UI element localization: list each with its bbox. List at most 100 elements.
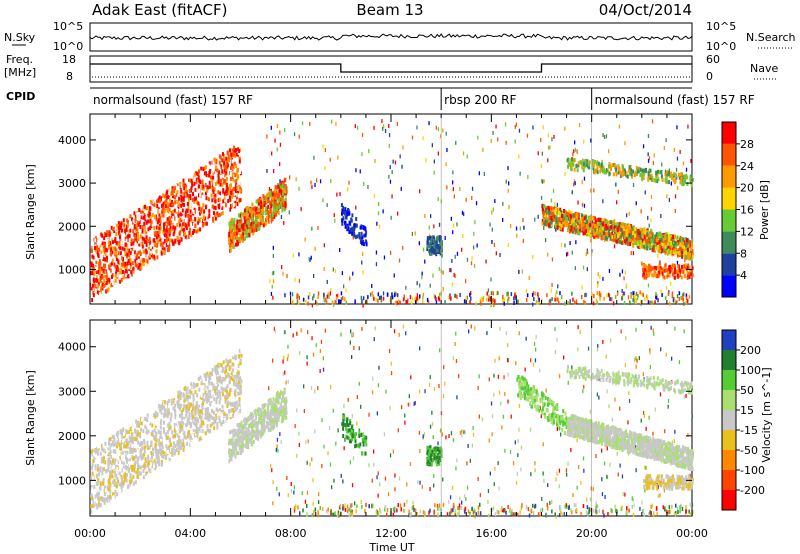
scatter-cell — [569, 241, 571, 246]
scatter-cell — [442, 128, 444, 133]
nave-tick-high: 60 — [706, 53, 720, 66]
scatter-cell — [277, 448, 279, 453]
scatter-cell — [648, 156, 651, 161]
scatter-cell — [563, 355, 565, 360]
scatter-cell — [161, 243, 164, 248]
scatter-cell — [632, 231, 634, 236]
scatter-cell — [230, 218, 233, 223]
scatter-cell — [168, 217, 171, 222]
scatter-cell — [665, 246, 668, 250]
scatter-cell — [462, 151, 465, 156]
scatter-cell — [190, 217, 193, 221]
scatter-cell — [689, 253, 691, 257]
scatter-cell — [621, 269, 624, 274]
scatter-cell — [648, 271, 651, 276]
scatter-cell — [260, 205, 262, 209]
scatter-cell — [688, 295, 691, 299]
scatter-cell — [650, 218, 652, 223]
scatter-cell — [168, 189, 171, 194]
scatter-cell — [437, 235, 440, 240]
scatter-cell — [510, 224, 512, 228]
scatter-cell — [622, 492, 624, 497]
scatter-cell — [342, 216, 345, 221]
scatter-cell — [458, 374, 460, 379]
scatter-cell — [144, 204, 146, 209]
scatter-cell — [455, 331, 457, 336]
scatter-cell — [548, 145, 550, 150]
scatter-cell — [518, 128, 521, 133]
scatter-cell — [654, 178, 657, 183]
scatter-cell — [299, 350, 301, 355]
scatter-cell — [149, 251, 152, 255]
scatter-cell — [236, 195, 239, 200]
scatter-cell — [563, 217, 566, 221]
scatter-cell — [648, 176, 651, 180]
scatter-cell — [674, 299, 676, 304]
scatter-cell — [575, 299, 578, 304]
scatter-cell — [94, 268, 97, 273]
scatter-cell — [590, 188, 592, 193]
scatter-cell — [122, 218, 125, 223]
scatter-cell — [530, 472, 532, 477]
scatter-cell — [678, 175, 681, 180]
scatter-cell — [198, 218, 201, 223]
scatter-cell — [280, 189, 283, 194]
scatter-cell — [671, 356, 673, 361]
scatter-cell — [323, 292, 325, 297]
scatter-cell — [574, 181, 576, 186]
scatter-cell — [658, 240, 661, 245]
scatter-cell — [414, 231, 416, 236]
scatter-cell — [282, 199, 285, 204]
scatter-cell — [571, 190, 573, 195]
scatter-cell — [572, 215, 575, 220]
scatter-cell — [145, 220, 148, 225]
scatter-cell — [261, 221, 264, 226]
scatter-cell — [657, 274, 660, 279]
scatter-cell — [324, 328, 326, 333]
scatter-cell — [602, 169, 604, 174]
scatter-cell — [308, 291, 311, 296]
scatter-cell — [384, 476, 387, 481]
scatter-cell — [321, 418, 323, 423]
scatter-cell — [602, 218, 605, 222]
scatter-cell — [615, 167, 618, 172]
scatter-cell — [425, 158, 427, 163]
scatter-cell — [584, 301, 587, 305]
scatter-cell — [211, 204, 214, 209]
scatter-cell — [108, 264, 111, 269]
scatter-cell — [540, 414, 542, 419]
scatter-cell — [219, 191, 221, 196]
scatter-cell — [547, 252, 549, 257]
scatter-cell — [597, 272, 599, 277]
scatter-cell — [185, 185, 188, 190]
scatter-cell — [205, 191, 207, 196]
scatter-cell — [333, 478, 335, 483]
scatter-cell — [233, 223, 236, 228]
scatter-cell — [162, 213, 165, 218]
power-cells — [90, 114, 694, 308]
scatter-cell — [329, 462, 332, 467]
scatter-cell — [578, 465, 580, 470]
scatter-cell — [197, 201, 200, 206]
scatter-cell — [271, 151, 273, 156]
scatter-cell — [554, 223, 557, 228]
scatter-cell — [633, 295, 635, 300]
scatter-cell — [268, 187, 271, 191]
scatter-cell — [621, 164, 624, 169]
scatter-cell — [124, 273, 127, 278]
scatter-cell — [681, 182, 684, 186]
scatter-cell — [132, 250, 135, 255]
scatter-cell — [317, 386, 319, 391]
scatter-cell — [92, 293, 95, 298]
scatter-cell — [449, 268, 451, 272]
scatter-cell — [608, 268, 611, 273]
scatter-cell — [552, 206, 555, 211]
scatter-cell — [371, 478, 373, 483]
scatter-cell — [429, 424, 432, 429]
scatter-cell — [671, 237, 674, 242]
scatter-cell — [463, 299, 466, 304]
scatter-cell — [278, 198, 281, 203]
scatter-cell — [493, 373, 495, 378]
scatter-cell — [177, 202, 180, 207]
scatter-cell — [293, 132, 296, 137]
